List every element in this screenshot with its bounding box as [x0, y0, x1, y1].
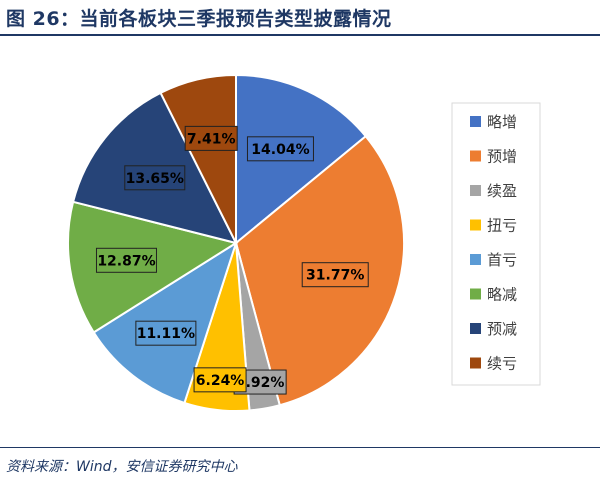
data-label-5: 11.11% — [137, 326, 195, 342]
data-label-box-1 — [246, 136, 314, 162]
legend-swatch-2 — [470, 150, 481, 162]
data-label-box-6 — [95, 247, 157, 273]
data-label-3: 2.92% — [236, 375, 285, 391]
legend-swatch-4 — [470, 219, 481, 231]
legend-swatch-7 — [470, 323, 481, 334]
pie-slices — [67, 73, 405, 412]
data-label-box-4 — [193, 367, 247, 393]
legend-swatch-8 — [470, 357, 481, 369]
legend-label-8: 续亏 — [487, 355, 517, 373]
data-label-box-2 — [301, 262, 369, 288]
legend-label-5: 首亏 — [487, 251, 517, 269]
bottom-rule — [0, 447, 600, 448]
data-label-4: 6.24% — [196, 373, 245, 389]
legend-frame — [451, 102, 541, 386]
legend-swatch-5 — [470, 254, 481, 265]
pie-slice-8 — [159, 73, 237, 244]
data-label-box-7 — [124, 165, 186, 191]
legend-label-6: 略减 — [487, 286, 517, 304]
pie-chart: 14.04% 31.77% 2.92%6.24% 11.11% 12.87% 13.65%… — [67, 73, 541, 412]
data-labels: 14.04% 31.77% 2.92%6.24% 11.11% 12.87% 13.65%… — [95, 125, 369, 395]
data-label-box-5 — [135, 320, 197, 346]
data-label-1: 14.04% — [251, 142, 309, 158]
legend-label-7: 预减 — [487, 320, 517, 338]
legend-swatch-1 — [470, 116, 481, 127]
data-label-8: 7.41% — [187, 131, 236, 147]
legend-swatch-3 — [470, 185, 481, 196]
data-label-box-8 — [184, 125, 238, 151]
legend-swatch-6 — [470, 288, 481, 300]
legend-label-4: 扭亏 — [487, 217, 517, 235]
figure-title: 图 26：当前各板块三季报预告类型披露情况 — [6, 8, 392, 30]
title-rule — [0, 34, 600, 36]
data-label-2: 31.77% — [306, 268, 364, 284]
data-label-7: 13.65% — [126, 171, 184, 187]
data-label-6: 12.87% — [97, 253, 155, 269]
legend-label-1: 略增 — [487, 113, 517, 131]
legend-label-2: 预增 — [487, 148, 517, 166]
source-note: 资料来源：Wind，安信证券研究中心 — [6, 459, 238, 475]
legend-label-3: 续盈 — [487, 182, 517, 200]
